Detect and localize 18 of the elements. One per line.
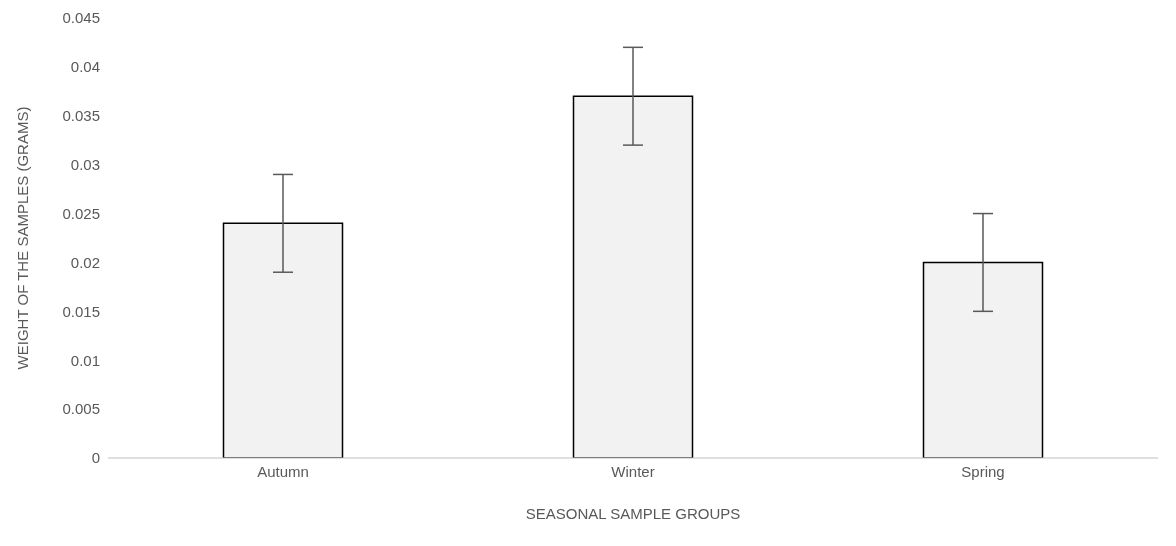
x-tick-label: Autumn xyxy=(257,462,309,480)
y-tick-label: 0 xyxy=(91,449,100,467)
y-tick-label: 0.04 xyxy=(70,58,100,76)
y-tick-label: 0.03 xyxy=(70,155,100,173)
x-tick-label: Winter xyxy=(611,462,655,480)
y-tick-label: 0.015 xyxy=(62,302,100,320)
y-tick-label: 0.035 xyxy=(62,107,100,125)
y-axis-title: WEIGHT OF THE SAMPLES (GRAMS) xyxy=(14,106,32,370)
x-axis-title: SEASONAL SAMPLE GROUPS xyxy=(525,504,741,522)
y-tick-label: 0.02 xyxy=(70,253,100,271)
bar xyxy=(222,222,344,458)
y-tick-label: 0.005 xyxy=(62,400,100,418)
y-tick-label: 0.045 xyxy=(62,9,100,27)
y-tick-label: 0.01 xyxy=(70,351,100,369)
bar xyxy=(922,261,1044,458)
x-tick-label: Spring xyxy=(961,462,1005,480)
bar xyxy=(572,95,694,458)
y-tick-label: 0.025 xyxy=(62,204,100,222)
